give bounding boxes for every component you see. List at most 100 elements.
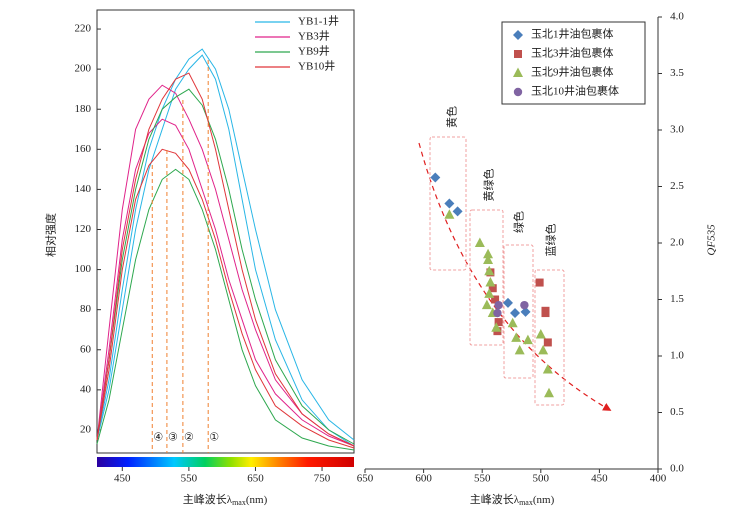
y2-tick-label: 0.5	[670, 406, 684, 418]
point	[452, 206, 463, 217]
x-axis-label: 主峰波长λmax(nm)	[470, 493, 555, 507]
y-tick-label: 20	[80, 423, 92, 435]
color-bar	[97, 457, 354, 467]
legend-marker	[514, 50, 522, 58]
x-tick-label: 450	[114, 473, 131, 485]
point	[494, 300, 503, 310]
y2-tick-label: 0.0	[670, 463, 684, 475]
point	[520, 300, 529, 310]
spectrum-line	[96, 168, 355, 451]
point	[502, 297, 513, 308]
x-tick-label: 750	[314, 473, 331, 485]
trend-arrow	[418, 142, 612, 411]
legend-label: 玉北3井油包裹体	[531, 46, 614, 60]
y-tick-label: 40	[80, 383, 92, 395]
point	[541, 309, 550, 318]
color-annotation: 黄色	[445, 106, 459, 128]
peak-marker-label: ③	[168, 432, 178, 444]
y2-tick-label: 1.0	[670, 350, 684, 362]
legend-marker	[513, 30, 523, 40]
y-tick-label: 120	[75, 223, 92, 235]
point	[474, 237, 485, 247]
y-tick-label: 100	[75, 263, 92, 275]
y2-tick-label: 3.0	[670, 124, 684, 136]
x-tick-label: 500	[533, 473, 550, 485]
point	[485, 277, 496, 287]
legend-label: YB3井	[298, 29, 330, 43]
color-annotation: 蓝绿色	[544, 224, 558, 257]
point	[491, 295, 500, 304]
spectrum-line	[96, 48, 355, 441]
x-tick-label: 600	[415, 473, 432, 485]
point	[484, 288, 495, 298]
point	[543, 338, 552, 347]
y-tick-label: 60	[80, 343, 92, 355]
y-tick-label: 220	[75, 23, 92, 35]
point	[507, 317, 518, 328]
x-tick-label: 650	[247, 473, 264, 485]
legend-label: YB9井	[298, 44, 330, 58]
point	[483, 248, 494, 259]
point	[430, 172, 441, 183]
peak-marker-label: ②	[184, 432, 194, 444]
y-tick-label: 80	[80, 303, 92, 315]
legend-label: 玉北9井油包裹体	[531, 65, 614, 79]
point	[538, 344, 549, 355]
spectrum-line	[96, 84, 355, 447]
x-tick-label: 550	[181, 473, 198, 485]
point	[488, 284, 497, 293]
point	[444, 209, 455, 219]
peak-marker-label: ①	[209, 432, 219, 444]
legend-label: YB1-1井	[298, 14, 339, 28]
point	[535, 278, 544, 287]
y2-tick-label: 1.5	[670, 293, 684, 305]
spectrum-line	[96, 118, 355, 447]
x-axis-label-part: max	[519, 498, 533, 507]
point	[522, 334, 533, 345]
x-tick-label: 450	[591, 473, 608, 485]
color-annotation: 黄绿色	[482, 169, 496, 202]
point	[535, 329, 546, 339]
y2-tick-label: 3.5	[670, 67, 684, 79]
x-axis-label-part: (nm)	[246, 494, 268, 506]
y-tick-label: 200	[75, 63, 92, 75]
y-tick-label: 180	[75, 103, 92, 115]
y-tick-label: 140	[75, 183, 92, 195]
point	[444, 198, 455, 209]
y2-tick-label: 4.0	[670, 11, 684, 23]
point	[481, 299, 492, 310]
y-tick-label: 160	[75, 143, 92, 155]
x-tick-label: 400	[650, 473, 667, 485]
spectrum-line	[96, 54, 355, 447]
point	[491, 322, 502, 332]
point	[511, 332, 522, 342]
legend-label: 玉北10井油包裹体	[531, 84, 619, 98]
y2-axis-label: QF535	[706, 224, 718, 256]
legend-label: YB10井	[298, 59, 335, 73]
x-axis-label-part: (nm)	[533, 494, 555, 506]
point	[542, 364, 553, 374]
point	[484, 265, 495, 276]
point	[494, 318, 503, 327]
point	[520, 306, 531, 317]
y2-tick-label: 2.5	[670, 180, 684, 192]
y2-tick-label: 2.0	[670, 237, 684, 249]
legend-box	[501, 21, 646, 105]
plot-frame	[96, 9, 355, 454]
spectrum-line	[96, 72, 355, 447]
x-axis-label-part: 主峰波长λ	[183, 493, 233, 506]
point	[510, 308, 521, 319]
x-axis-label-part: max	[232, 498, 246, 507]
point	[514, 344, 525, 355]
spectrum-line	[96, 88, 355, 445]
x-tick-label: 650	[357, 473, 374, 485]
color-annotation: 绿色	[512, 211, 526, 233]
legend-marker	[513, 87, 523, 97]
point	[544, 387, 555, 398]
legend-label: 玉北1井油包裹体	[531, 27, 614, 41]
legend-marker	[513, 67, 523, 77]
point	[493, 308, 502, 318]
point	[483, 254, 494, 264]
y-axis-label: 相对强度	[44, 213, 58, 257]
